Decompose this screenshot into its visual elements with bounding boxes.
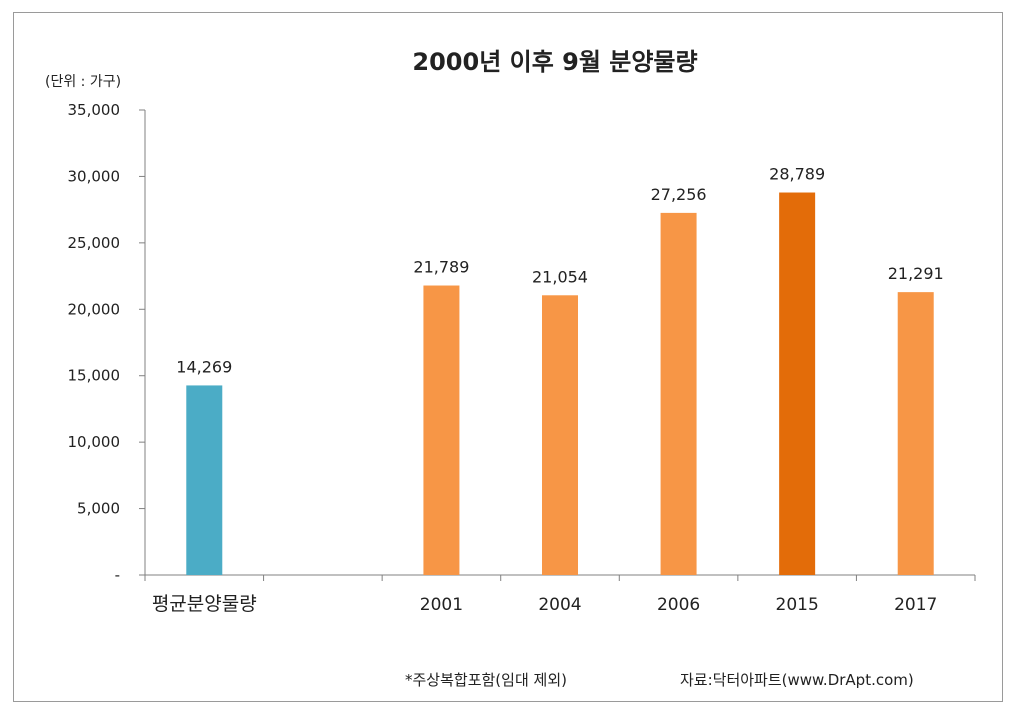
category-label: 2001 <box>420 595 463 615</box>
bar <box>660 212 697 575</box>
chart-frame <box>13 12 1003 702</box>
y-tick-label: 35,000 <box>68 101 121 119</box>
data-label: 21,054 <box>532 267 588 286</box>
y-tick-label: - <box>115 566 120 584</box>
bar <box>542 295 578 575</box>
category-label: 2017 <box>894 595 937 615</box>
y-tick-label: 20,000 <box>68 300 121 318</box>
data-label: 27,256 <box>651 185 707 204</box>
category-labels: 평균분양물량 2001 2004 2006 2015 2017 <box>152 593 938 615</box>
bar <box>186 385 223 575</box>
bar <box>779 192 816 575</box>
category-label: 2015 <box>776 595 819 615</box>
bars <box>186 192 934 575</box>
y-tick-label: 25,000 <box>68 234 121 252</box>
category-label: 평균분양물량 <box>152 593 257 615</box>
data-label: 21,789 <box>413 258 469 277</box>
footer-source: 자료:닥터아파트(www.DrApt.com) <box>680 671 914 689</box>
y-tick-label: 10,000 <box>68 433 121 451</box>
y-tick-label: 30,000 <box>68 167 121 185</box>
bar <box>423 285 460 575</box>
y-tick-label: 5,000 <box>77 500 120 518</box>
y-ticks: - 5,000 10,000 15,000 20,000 25,000 30,000 35,0… <box>68 101 145 584</box>
y-tick-label: 15,000 <box>68 367 121 385</box>
x-ticks <box>144 575 976 581</box>
bar <box>897 292 934 575</box>
chart-title: 2000년 이후 9월 분양물량 <box>412 48 697 76</box>
category-label: 2004 <box>538 595 581 615</box>
unit-label: (단위 : 가구) <box>45 74 121 90</box>
footer-note: *주상복합포함(임대 제외) <box>405 671 567 689</box>
category-label: 2006 <box>657 595 700 615</box>
data-label: 28,789 <box>769 165 825 184</box>
data-label: 14,269 <box>176 357 232 376</box>
data-label: 21,291 <box>888 264 944 283</box>
data-labels: 14,269 21,789 21,054 27,256 28,789 21,291 <box>176 165 943 377</box>
